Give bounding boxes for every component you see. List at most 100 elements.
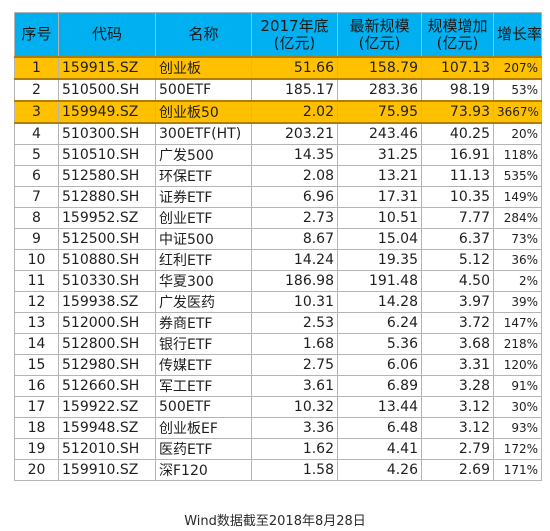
cell-index: 15 (14, 354, 59, 376)
cell-increase: 5.12 (421, 249, 494, 271)
cell-latest: 283.36 (337, 78, 422, 102)
cell-latest: 15.04 (337, 228, 422, 250)
cell-latest: 13.44 (337, 396, 422, 418)
cell-name: 医药ETF (155, 438, 252, 460)
cell-growth: 91% (493, 375, 542, 397)
cell-end2017: 203.21 (251, 122, 338, 145)
col-header-latest-line1: 最新规模 (349, 16, 410, 35)
cell-growth: 73% (493, 228, 542, 250)
cell-growth: 149% (493, 186, 542, 208)
cell-increase: 40.25 (421, 122, 494, 145)
table-row: 6 512580.SH 环保ETF 2.08 13.21 11.13 535% (14, 165, 542, 187)
table-row: 13 512000.SH 券商ETF 2.53 6.24 3.72 147% (14, 312, 542, 334)
cell-index: 9 (14, 228, 59, 250)
cell-index: 4 (14, 122, 59, 145)
cell-code: 512500.SH (58, 228, 156, 250)
cell-latest: 13.21 (337, 165, 422, 187)
cell-code: 510330.SH (58, 270, 156, 292)
cell-increase: 7.77 (421, 207, 494, 229)
cell-increase: 3.97 (421, 291, 494, 313)
cell-name: 创业板EF (155, 417, 252, 439)
cell-increase: 3.12 (421, 417, 494, 439)
col-header-code: 代码 (58, 12, 156, 58)
cell-end2017: 186.98 (251, 270, 338, 292)
cell-end2017: 8.67 (251, 228, 338, 250)
cell-index: 14 (14, 333, 59, 355)
col-header-increase: 规模增加 (亿元) (421, 12, 494, 58)
table-row: 20 159910.SZ 深F120 1.58 4.26 2.69 171% (14, 459, 542, 481)
cell-code: 512800.SH (58, 333, 156, 355)
table-row: 11 510330.SH 华夏300 186.98 191.48 4.50 2% (14, 270, 542, 292)
cell-index: 11 (14, 270, 59, 292)
cell-growth: 172% (493, 438, 542, 460)
cell-code: 512010.SH (58, 438, 156, 460)
cell-increase: 3.31 (421, 354, 494, 376)
table-row: 8 159952.SZ 创业ETF 2.73 10.51 7.77 284% (14, 207, 542, 229)
cell-increase: 2.79 (421, 438, 494, 460)
cell-index: 17 (14, 396, 59, 418)
col-header-index: 序号 (14, 12, 59, 58)
cell-index: 2 (14, 78, 59, 102)
cell-end2017: 10.32 (251, 396, 338, 418)
cell-growth: 284% (493, 207, 542, 229)
cell-name: 500ETF (155, 78, 252, 102)
table-row: 18 159948.SZ 创业板EF 3.36 6.48 3.12 93% (14, 417, 542, 439)
cell-index: 18 (14, 417, 59, 439)
cell-code: 510880.SH (58, 249, 156, 271)
cell-index: 19 (14, 438, 59, 460)
col-header-latest: 最新规模 (亿元) (337, 12, 422, 58)
cell-latest: 5.36 (337, 333, 422, 355)
cell-index: 1 (14, 56, 59, 80)
cell-growth: 36% (493, 249, 542, 271)
cell-index: 13 (14, 312, 59, 334)
cell-end2017: 2.02 (251, 100, 338, 124)
col-header-increase-line2: (亿元) (436, 33, 479, 52)
cell-index: 16 (14, 375, 59, 397)
col-header-latest-line2: (亿元) (358, 33, 401, 52)
col-header-end2017-line1: 2017年底 (260, 16, 329, 35)
table-row: 1 159915.SZ 创业板 51.66 158.79 107.13 207% (14, 56, 542, 80)
cell-index: 20 (14, 459, 59, 481)
cell-code: 512580.SH (58, 165, 156, 187)
cell-end2017: 14.35 (251, 144, 338, 166)
cell-end2017: 2.53 (251, 312, 338, 334)
cell-name: 深F120 (155, 459, 252, 481)
cell-code: 512880.SH (58, 186, 156, 208)
cell-latest: 17.31 (337, 186, 422, 208)
cell-growth: 3667% (493, 100, 542, 124)
table-row: 15 512980.SH 传媒ETF 2.75 6.06 3.31 120% (14, 354, 542, 376)
cell-name: 华夏300 (155, 270, 252, 292)
cell-index: 10 (14, 249, 59, 271)
cell-latest: 158.79 (337, 56, 422, 80)
table-row: 10 510880.SH 红利ETF 14.24 19.35 5.12 36% (14, 249, 542, 271)
cell-growth: 147% (493, 312, 542, 334)
cell-name: 中证500 (155, 228, 252, 250)
cell-end2017: 51.66 (251, 56, 338, 80)
table-row: 14 512800.SH 银行ETF 1.68 5.36 3.68 218% (14, 333, 542, 355)
cell-name: 传媒ETF (155, 354, 252, 376)
cell-name: 环保ETF (155, 165, 252, 187)
cell-latest: 4.26 (337, 459, 422, 481)
cell-name: 券商ETF (155, 312, 252, 334)
cell-end2017: 1.62 (251, 438, 338, 460)
cell-index: 6 (14, 165, 59, 187)
col-header-end2017: 2017年底 (亿元) (251, 12, 338, 58)
cell-latest: 243.46 (337, 122, 422, 145)
cell-name: 创业板50 (155, 100, 252, 124)
cell-latest: 4.41 (337, 438, 422, 460)
cell-name: 红利ETF (155, 249, 252, 271)
cell-end2017: 2.75 (251, 354, 338, 376)
cell-increase: 16.91 (421, 144, 494, 166)
cell-growth: 20% (493, 122, 542, 145)
cell-end2017: 10.31 (251, 291, 338, 313)
table-row: 4 510300.SH 300ETF(HT) 203.21 243.46 40.25 20% (14, 122, 542, 145)
cell-name: 军工ETF (155, 375, 252, 397)
cell-code: 512980.SH (58, 354, 156, 376)
cell-name: 证券ETF (155, 186, 252, 208)
cell-name: 创业ETF (155, 207, 252, 229)
table-row: 17 159922.SZ 500ETF 10.32 13.44 3.12 30% (14, 396, 542, 418)
cell-growth: 53% (493, 78, 542, 102)
cell-name: 广发500 (155, 144, 252, 166)
data-source-caption: Wind数据截至2018年8月28日 (184, 514, 366, 529)
cell-index: 7 (14, 186, 59, 208)
